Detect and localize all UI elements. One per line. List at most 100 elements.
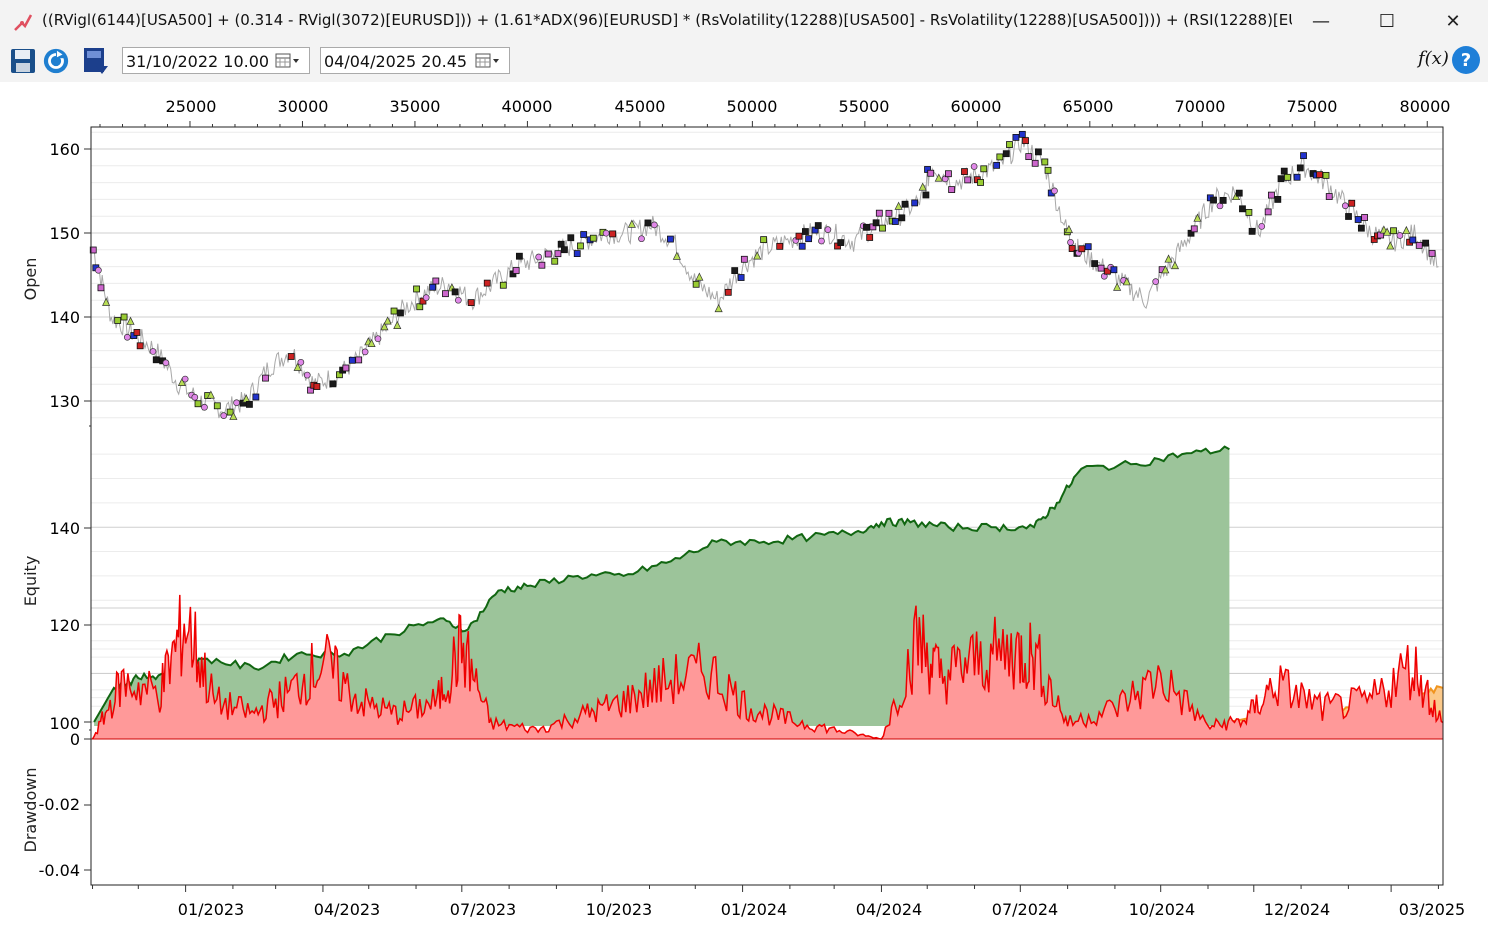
- drawdown-axis-label: Drawdown: [21, 768, 40, 853]
- trade-marker: [1152, 278, 1160, 285]
- trade-marker: [1012, 133, 1020, 141]
- bottom-axis-tick: 12/2024: [1264, 900, 1330, 919]
- open-price-line: [92, 134, 1439, 419]
- trade-marker: [1415, 241, 1423, 249]
- trade-marker: [672, 251, 681, 260]
- top-axis-tick: 75000: [1287, 97, 1338, 116]
- open-y-tick: 140: [49, 308, 80, 327]
- bottom-axis-tick: 03/2025: [1399, 900, 1465, 919]
- close-button[interactable]: ✕: [1445, 10, 1461, 32]
- trade-marker: [287, 353, 295, 360]
- drawdown-line: [91, 594, 1444, 740]
- bottom-axis-tick: 10/2023: [586, 900, 652, 919]
- trade-marker: [911, 199, 919, 207]
- trade-marker: [1248, 227, 1256, 235]
- trade-marker: [737, 274, 745, 281]
- trade-marker: [233, 399, 240, 407]
- trade-marker: [383, 316, 392, 325]
- trade-marker: [451, 288, 459, 296]
- trade-marker: [885, 209, 893, 217]
- trade-marker: [1322, 171, 1330, 179]
- top-axis-tick: 80000: [1400, 97, 1451, 116]
- top-axis-tick: 50000: [727, 97, 778, 116]
- export-icon: [84, 48, 108, 74]
- chart-area[interactable]: Open Equity Drawdown 25000 30000 35000 4…: [0, 84, 1488, 936]
- top-axis-tick: 25000: [166, 97, 217, 116]
- maximize-button[interactable]: ☐: [1378, 10, 1396, 32]
- trade-marker: [1110, 266, 1118, 274]
- minimize-button[interactable]: —: [1312, 10, 1330, 32]
- trade-marker: [1034, 148, 1042, 156]
- open-y-tick: 130: [49, 392, 80, 411]
- trade-marker: [303, 371, 311, 379]
- save-button[interactable]: [9, 46, 37, 76]
- equity-line: [93, 445, 1230, 723]
- trade-marker: [1409, 236, 1417, 244]
- trade-marker: [1239, 205, 1246, 213]
- refresh-icon: [43, 48, 69, 74]
- trade-marker: [560, 246, 568, 254]
- trade-marker: [1348, 199, 1356, 207]
- start-date-value: 31/10/2022 10.00: [126, 52, 270, 71]
- trade-marker: [814, 222, 822, 229]
- trade-marker: [297, 358, 305, 366]
- drawdown-panel[interactable]: [91, 594, 1444, 740]
- top-axis-tick: 70000: [1175, 97, 1226, 116]
- trade-marker: [397, 309, 404, 317]
- trade-marker: [692, 280, 700, 288]
- title-bar: ((RVigl(6144)[USA500] + (0.314 - RVigl(3…: [0, 0, 1488, 42]
- trade-marker: [577, 242, 584, 250]
- trade-marker: [1084, 243, 1092, 251]
- equity-area: [94, 446, 1230, 726]
- drawdown-y-tick: -0.02: [39, 795, 80, 814]
- help-button[interactable]: ?: [1452, 46, 1480, 74]
- trade-marker: [136, 342, 144, 350]
- trade-marker: [651, 221, 658, 229]
- trade-marker: [993, 161, 1001, 169]
- trade-marker: [120, 313, 128, 321]
- trade-marker: [805, 235, 813, 243]
- open-panel[interactable]: [89, 130, 1439, 420]
- trade-marker: [367, 338, 376, 347]
- calendar-icon[interactable]: [275, 53, 301, 69]
- trade-marker: [1091, 260, 1099, 267]
- trade-marker: [422, 294, 430, 301]
- trade-marker: [483, 279, 491, 287]
- trade-marker: [795, 232, 803, 240]
- export-button[interactable]: [82, 46, 110, 76]
- top-axis-tick: 35000: [390, 97, 441, 116]
- save-icon: [11, 49, 35, 73]
- equity-chart[interactable]: Open Equity Drawdown 25000 30000 35000 4…: [0, 84, 1488, 932]
- bottom-axis-tick: 07/2023: [450, 900, 516, 919]
- bottom-axis-tick: 07/2024: [992, 900, 1058, 919]
- trade-marker: [644, 219, 652, 227]
- trade-marker: [126, 316, 135, 325]
- trade-marker: [1064, 224, 1073, 233]
- trade-marker: [429, 283, 437, 291]
- trade-marker: [1390, 227, 1397, 235]
- trade-marker: [824, 226, 832, 233]
- function-button[interactable]: f(x): [1418, 48, 1449, 69]
- equity-y-tick: 120: [49, 616, 80, 635]
- calendar-icon[interactable]: [475, 53, 501, 69]
- trade-marker: [499, 281, 507, 289]
- trade-marker: [818, 237, 825, 245]
- refresh-button[interactable]: [42, 46, 70, 76]
- trade-marker: [416, 303, 424, 311]
- trade-marker: [1031, 159, 1039, 167]
- end-date-picker[interactable]: 04/04/2025 20.45: [320, 47, 510, 74]
- bottom-axis-tick: 01/2024: [721, 900, 787, 919]
- trade-marker: [380, 322, 389, 331]
- axes: [84, 121, 1439, 892]
- trade-marker: [802, 228, 809, 235]
- open-axis-label: Open: [21, 258, 40, 301]
- trade-marker: [1345, 213, 1352, 220]
- start-date-picker[interactable]: 31/10/2022 10.00: [122, 47, 310, 74]
- trade-marker: [149, 348, 157, 355]
- trade-marker: [535, 253, 543, 261]
- trade-marker: [442, 290, 449, 298]
- equity-axis-label: Equity: [21, 556, 40, 607]
- trade-marker: [1325, 193, 1333, 200]
- equity-y-tick: 100: [49, 714, 80, 733]
- trade-marker: [1097, 264, 1105, 272]
